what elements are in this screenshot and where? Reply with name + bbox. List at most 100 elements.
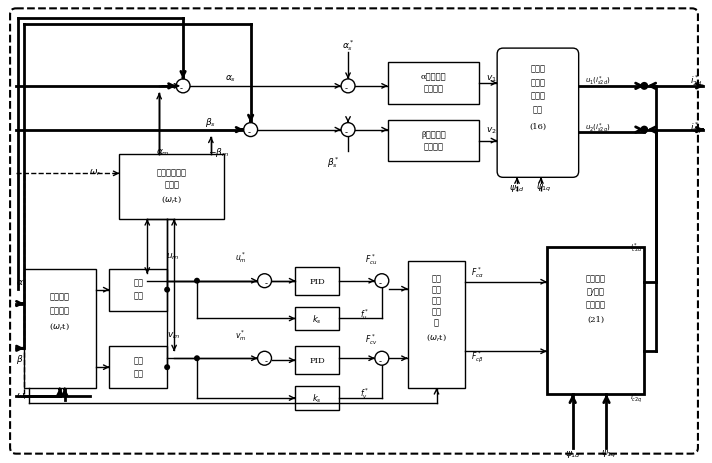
Text: 振动补偿: 振动补偿 — [585, 275, 606, 283]
Text: 子同: 子同 — [431, 286, 441, 294]
Text: $\alpha_s^*$: $\alpha_s^*$ — [342, 38, 355, 52]
Text: $u_2(i_{s2q}^*)$: $u_2(i_{s2q}^*)$ — [585, 121, 610, 136]
Text: 反转: 反转 — [431, 275, 441, 283]
Circle shape — [258, 274, 271, 288]
Bar — [388, 120, 479, 162]
Text: -: - — [179, 84, 182, 93]
Text: $F_{cu}^*$: $F_{cu}^*$ — [365, 252, 378, 267]
Circle shape — [375, 351, 389, 365]
Text: 旋转变换: 旋转变换 — [50, 307, 70, 315]
Circle shape — [640, 126, 648, 134]
Circle shape — [258, 351, 271, 365]
Bar — [295, 347, 339, 374]
Circle shape — [341, 123, 355, 137]
Bar — [110, 269, 167, 311]
Text: $f_u^*$: $f_u^*$ — [360, 307, 369, 321]
Text: ($\omega_r$t): ($\omega_r$t) — [49, 320, 70, 331]
Text: -: - — [265, 356, 268, 365]
Bar — [110, 347, 167, 388]
Text: ($\omega_r$t): ($\omega_r$t) — [426, 331, 447, 342]
Bar — [408, 261, 466, 388]
Text: $F_{c\alpha}^*$: $F_{c\alpha}^*$ — [471, 265, 484, 280]
Text: $v_m$: $v_m$ — [167, 329, 179, 340]
FancyBboxPatch shape — [497, 49, 579, 178]
Text: 低通: 低通 — [133, 357, 143, 364]
Text: 移调节器: 移调节器 — [424, 86, 444, 94]
Text: $\alpha_s$: $\alpha_s$ — [225, 74, 236, 84]
Text: β轴随机位: β轴随机位 — [422, 130, 446, 138]
Text: $F_{c\beta}^*$: $F_{c\beta}^*$ — [471, 349, 484, 364]
Text: α轴随机位: α轴随机位 — [421, 73, 446, 81]
Text: $\psi_{1d}$: $\psi_{1d}$ — [565, 448, 581, 459]
Text: 随机位: 随机位 — [530, 65, 545, 73]
Text: $v_2$: $v_2$ — [486, 125, 496, 136]
Text: 滤波: 滤波 — [133, 292, 143, 300]
Text: PID: PID — [309, 357, 325, 364]
Text: $u_m$: $u_m$ — [167, 251, 180, 262]
Text: 反转子同步旋: 反转子同步旋 — [157, 169, 187, 177]
Bar — [120, 155, 224, 219]
Text: -: - — [345, 128, 347, 137]
Circle shape — [194, 356, 200, 362]
Text: $\beta_s^*$: $\beta_s^*$ — [327, 155, 340, 169]
Text: PID: PID — [309, 277, 325, 285]
Text: $\beta_s$: $\beta_s$ — [205, 116, 216, 129]
Text: 逆系统: 逆系统 — [530, 93, 545, 100]
Text: 低通: 低通 — [133, 279, 143, 287]
Text: $i_{2d}^*$: $i_{2d}^*$ — [690, 73, 702, 88]
Text: $F_{cv}^*$: $F_{cv}^*$ — [365, 331, 378, 346]
Bar — [24, 269, 95, 388]
Circle shape — [244, 123, 258, 137]
Text: 移调节器: 移调节器 — [424, 143, 444, 151]
Text: $\beta$: $\beta$ — [16, 352, 23, 365]
Text: $i_{c2q}^*$: $i_{c2q}^*$ — [630, 391, 643, 406]
Bar — [295, 386, 339, 410]
Text: 转子同步: 转子同步 — [50, 293, 70, 301]
Circle shape — [341, 80, 355, 94]
Text: 步旋: 步旋 — [431, 297, 441, 305]
Text: $i_{c2d}^*$: $i_{c2d}^*$ — [630, 241, 643, 254]
Bar — [295, 307, 339, 331]
Circle shape — [640, 83, 648, 91]
Text: -: - — [378, 279, 382, 288]
Text: $\psi_{1q}$: $\psi_{1q}$ — [601, 448, 617, 459]
Text: $\alpha_m$: $\alpha_m$ — [157, 147, 170, 157]
Text: -: - — [247, 128, 250, 137]
Text: $u_m^*$: $u_m^*$ — [235, 250, 246, 265]
Text: 转变换: 转变换 — [164, 181, 179, 189]
Text: -: - — [345, 84, 347, 93]
Circle shape — [194, 278, 200, 284]
Text: $i_{2q}^*$: $i_{2q}^*$ — [690, 120, 702, 136]
Text: $\psi_{1q}$: $\psi_{1q}$ — [536, 182, 552, 194]
Text: $v_m^*$: $v_m^*$ — [235, 327, 246, 342]
Bar — [388, 63, 479, 105]
Text: 转变: 转变 — [431, 308, 441, 316]
Text: $\omega_r$: $\omega_r$ — [16, 391, 28, 401]
Bar — [295, 267, 339, 295]
Text: -: - — [265, 279, 268, 288]
Text: $u_1(i_{s2d}^*)$: $u_1(i_{s2d}^*)$ — [585, 74, 610, 88]
Text: $f_v^*$: $f_v^*$ — [360, 386, 369, 400]
Circle shape — [375, 274, 389, 288]
Circle shape — [164, 364, 170, 370]
Text: 滤波: 滤波 — [133, 369, 143, 377]
Text: $\psi_{1d}$: $\psi_{1d}$ — [509, 182, 525, 194]
Text: -: - — [378, 356, 382, 365]
Text: $\alpha$: $\alpha$ — [16, 278, 24, 287]
Text: $k_s$: $k_s$ — [313, 392, 322, 404]
Bar — [547, 247, 644, 394]
Text: (16): (16) — [529, 122, 547, 131]
FancyBboxPatch shape — [10, 9, 698, 454]
Text: ($\omega_r$t): ($\omega_r$t) — [161, 193, 182, 204]
Text: $k_s$: $k_s$ — [313, 313, 322, 325]
Text: 移控制: 移控制 — [530, 79, 545, 87]
Text: (21): (21) — [587, 315, 604, 323]
Text: $\omega_r$: $\omega_r$ — [89, 167, 102, 177]
Text: 电流变换: 电流变换 — [585, 301, 606, 309]
Circle shape — [176, 80, 190, 94]
Text: 力/振控: 力/振控 — [587, 288, 604, 296]
Text: $-\beta_m$: $-\beta_m$ — [209, 146, 229, 159]
Circle shape — [164, 287, 170, 293]
Text: 换: 换 — [434, 319, 439, 327]
Text: 模型: 模型 — [533, 106, 543, 114]
